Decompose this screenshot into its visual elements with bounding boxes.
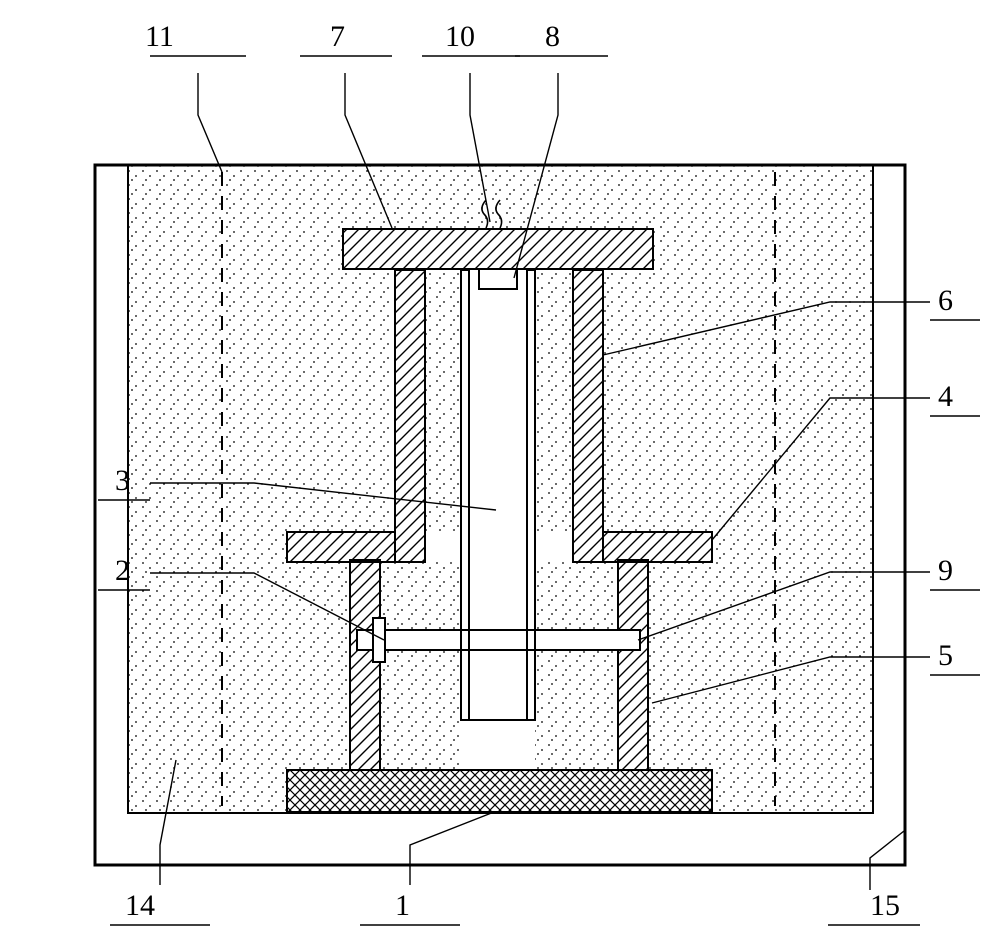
label-8: 8	[545, 20, 560, 53]
base-plate	[287, 770, 712, 812]
label-1: 1	[395, 889, 410, 922]
cross-bar	[357, 630, 640, 650]
label-5: 5	[938, 639, 953, 672]
label-6: 6	[938, 284, 953, 317]
label-10: 10	[445, 20, 475, 53]
label-7: 7	[330, 20, 345, 53]
lower-ledge-left	[287, 532, 395, 562]
label-14: 14	[125, 889, 155, 922]
upper-wall-left	[395, 270, 425, 562]
label-15: 15	[870, 889, 900, 922]
label-3: 3	[115, 464, 130, 497]
lower-ledge-right	[603, 532, 712, 562]
label-11: 11	[145, 20, 174, 53]
top-small-box	[479, 269, 517, 289]
lower-wall-right	[618, 560, 648, 770]
top-plate	[343, 229, 653, 269]
center-tube-right-wall	[527, 270, 535, 720]
center-tube-left-wall	[461, 270, 469, 720]
upper-wall-right	[573, 270, 603, 562]
label-9: 9	[938, 554, 953, 587]
label-2: 2	[115, 554, 130, 587]
lower-wall-left	[350, 560, 380, 770]
label-4: 4	[938, 380, 953, 413]
diagram-svg: 11 7 10 8 6 4 9 5 3 2	[0, 0, 1000, 945]
